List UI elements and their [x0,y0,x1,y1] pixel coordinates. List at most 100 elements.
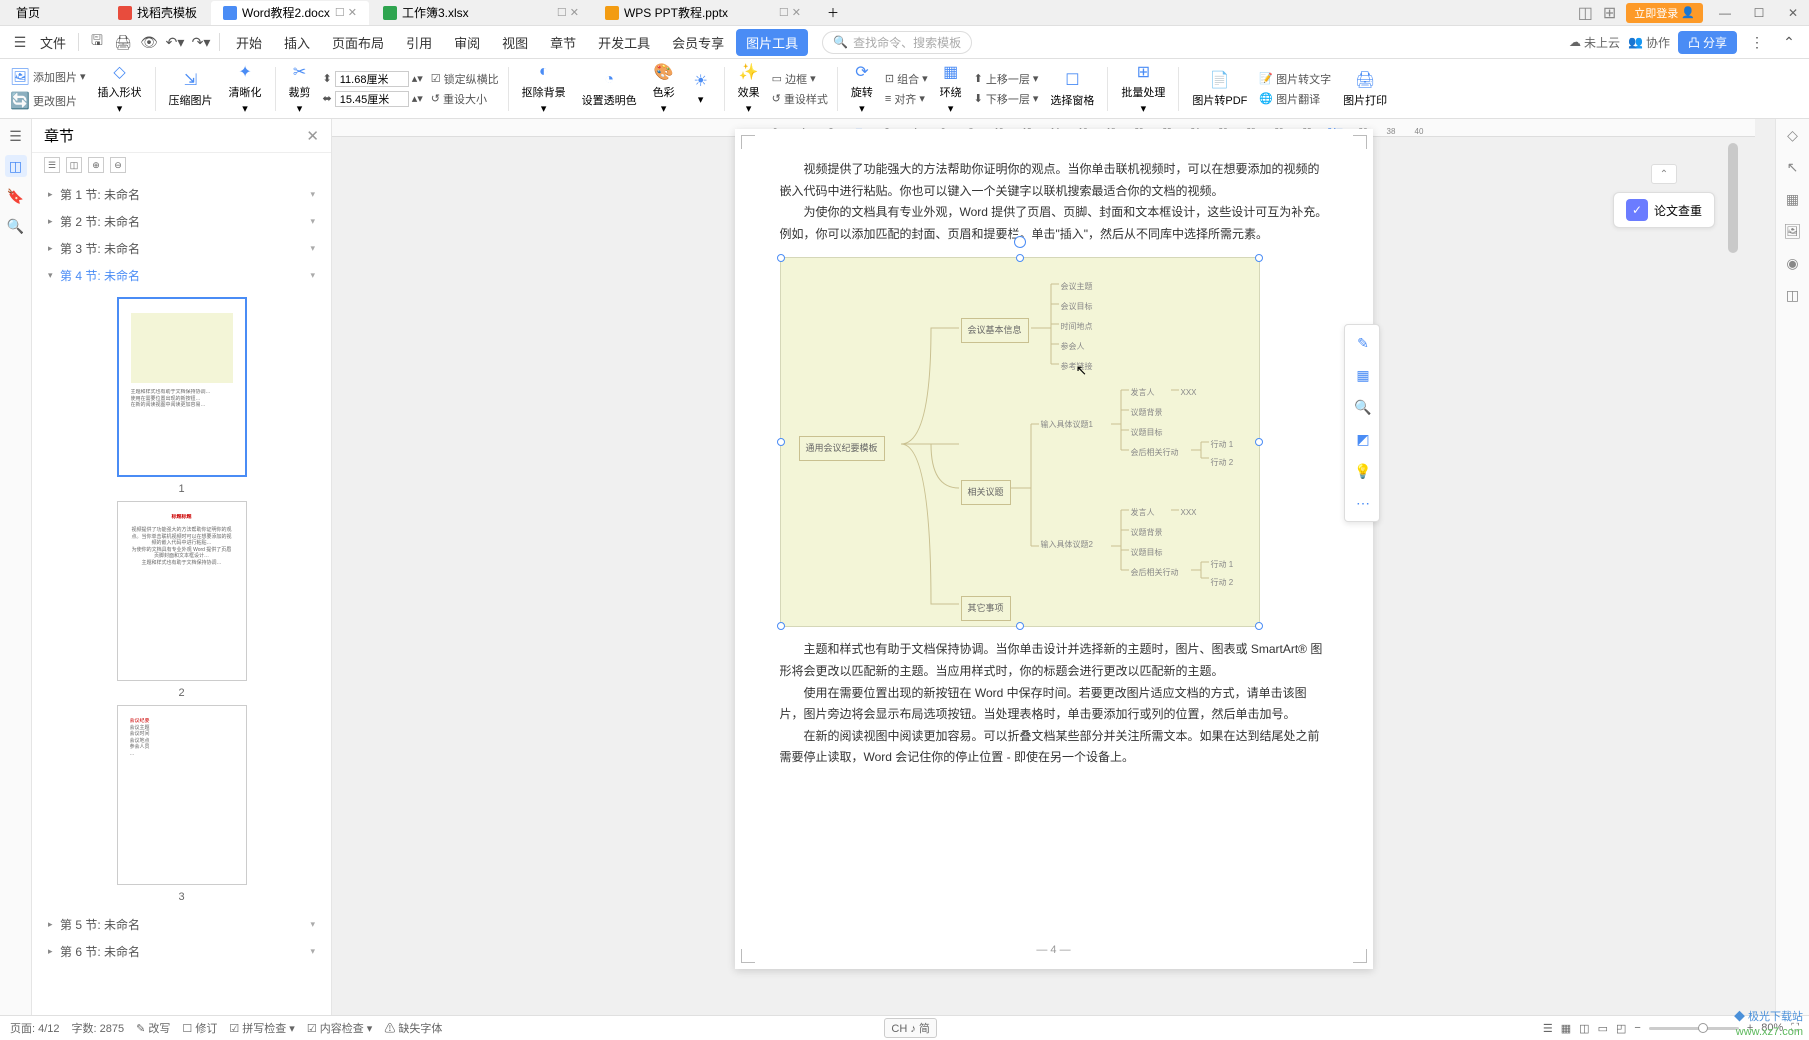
wrap-button[interactable]: ▦环绕▾ [934,60,968,117]
zoom-slider[interactable] [1649,1027,1739,1030]
add-picture-button[interactable]: 🖼添加图片▾ [8,66,88,88]
scroll-thumb[interactable] [1728,143,1738,253]
ime-indicator[interactable]: CH ♪ 简 [884,1018,937,1038]
menu-review[interactable]: 审阅 [444,29,490,56]
chapter-nav-icon[interactable]: ◫ [5,155,27,177]
print-icon[interactable]: 🖨 [111,30,135,54]
cloud-status[interactable]: ☁ 未上云 [1569,34,1620,51]
tab-templates[interactable]: 找稻壳模板 [106,1,209,25]
page-indicator[interactable]: 页面: 4/12 [10,1020,60,1036]
word-count[interactable]: 字数: 2875 [72,1020,125,1036]
crop-button[interactable]: ✂裁剪▾ [283,60,317,117]
more-icon[interactable]: ⋮ [1745,30,1769,54]
height-input[interactable] [335,91,409,107]
tool-1[interactable]: ☰ [44,157,60,173]
change-picture-button[interactable]: 🔄更改图片 [8,90,88,112]
view-mode-2[interactable]: ▦ [1561,1022,1571,1035]
revise-button[interactable]: ✎ 改写 [136,1020,170,1036]
close-button[interactable]: ✕ [1781,3,1805,23]
share-button[interactable]: 凸 分享 [1678,31,1737,54]
tab-word-doc[interactable]: Word教程2.docx☐ ✕ [211,1,369,25]
right-tool-2[interactable]: ↖ [1783,157,1803,177]
resize-handle-se[interactable] [1255,622,1263,630]
apps-icon[interactable]: ⊞ [1603,3,1616,23]
menu-start[interactable]: 开始 [226,29,272,56]
tab-ppt[interactable]: WPS PPT教程.pptx☐ ✕ [593,1,813,25]
resize-handle-ne[interactable] [1255,254,1263,262]
right-tool-4[interactable]: 🖼 [1783,221,1803,241]
minimize-button[interactable]: — [1713,3,1737,23]
zoom-out[interactable]: − [1634,1022,1640,1034]
reset-size-button[interactable]: ↺ 重设大小 [429,90,501,108]
file-menu[interactable]: 文件 [34,29,72,56]
pic-to-text-button[interactable]: 📝 图片转文字 [1257,70,1333,88]
right-tool-1[interactable]: ◇ [1783,125,1803,145]
maximize-button[interactable]: ☐ [1747,3,1771,23]
tab-home[interactable]: 首页 [4,1,104,25]
bookmark-icon[interactable]: 🔖 [5,185,27,207]
tool-3[interactable]: ⊕ [88,157,104,173]
float-crop-icon[interactable]: ◩ [1349,425,1377,453]
tab-new[interactable]: ＋ [815,1,851,25]
collapse-ribbon-icon[interactable]: ⌃ [1777,30,1801,54]
float-zoom-icon[interactable]: 🔍 [1349,393,1377,421]
revision-button[interactable]: ☐ 修订 [182,1020,217,1036]
transparent-button[interactable]: ◔设置透明色 [576,68,643,110]
view-mode-3[interactable]: ◫ [1579,1022,1589,1035]
tool-2[interactable]: ◫ [66,157,82,173]
collab-button[interactable]: 👥 协作 [1628,34,1670,51]
effect-button[interactable]: ✨效果▾ [732,60,766,117]
move-up-button[interactable]: ⬆ 上移一层▾ [972,70,1041,88]
float-idea-icon[interactable]: 💡 [1349,457,1377,485]
zoom-thumb[interactable] [1698,1023,1708,1033]
right-tool-6[interactable]: ◫ [1783,285,1803,305]
close-icon[interactable]: ☐ ✕ [335,6,357,19]
search-nav-icon[interactable]: 🔍 [5,215,27,237]
right-tool-3[interactable]: ▦ [1783,189,1803,209]
width-field[interactable]: ⬍ ▴▾ [321,70,425,88]
rotate-handle[interactable] [1014,236,1026,248]
selection-pane-button[interactable]: ☐选择窗格 [1044,68,1100,110]
group-button[interactable]: ⊡ 组合▾ [883,70,930,88]
lock-ratio-checkbox[interactable]: ☑ 锁定纵横比 [429,70,501,88]
resize-handle-w[interactable] [777,438,785,446]
float-more-icon[interactable]: ⋯ [1349,489,1377,517]
thumbnail-2[interactable]: 标题标题视频提供了功能强大的方法帮助你证明你的观点。当你单击联机视频时可以在想要… [117,501,247,681]
chapter-item-1[interactable]: ▸第 1 节: 未命名▾ [40,181,323,208]
brightness-button[interactable]: ☀▾ [685,69,717,108]
contentcheck-button[interactable]: ☑ 内容检查 ▾ [307,1020,373,1036]
close-icon[interactable]: ☐ ✕ [557,6,579,19]
border-button[interactable]: ▭ 边框▾ [770,70,830,88]
float-edit-icon[interactable]: ✎ [1349,329,1377,357]
resize-handle-n[interactable] [1016,254,1024,262]
tab-excel[interactable]: 工作簿3.xlsx☐ ✕ [371,1,591,25]
pic-print-button[interactable]: 🖨图片打印 [1337,68,1393,110]
save-icon[interactable]: 🖫 [85,30,109,54]
preview-icon[interactable]: 👁 [137,30,161,54]
reset-style-button[interactable]: ↺ 重设样式 [770,90,830,108]
rotate-button[interactable]: ⟳旋转▾ [845,60,879,117]
thumbnail-3[interactable]: 会议纪要会议主题会议时间会议地点参会人员… [117,705,247,885]
chapter-item-3[interactable]: ▸第 3 节: 未命名▾ [40,235,323,262]
collapse-float-icon[interactable]: ⌃ [1651,164,1677,184]
width-input[interactable] [335,71,409,87]
resize-handle-e[interactable] [1255,438,1263,446]
login-button[interactable]: 立即登录 👤 [1626,3,1703,23]
menu-layout[interactable]: 页面布局 [322,29,394,56]
view-mode-4[interactable]: ▭ [1598,1022,1608,1035]
menu-ref[interactable]: 引用 [396,29,442,56]
float-layout-icon[interactable]: ▦ [1349,361,1377,389]
menu-icon[interactable]: ☰ [8,30,32,54]
undo-icon[interactable]: ↶▾ [163,30,187,54]
menu-member[interactable]: 会员专享 [662,29,734,56]
close-panel-icon[interactable]: ✕ [306,127,319,145]
compress-button[interactable]: ⇲压缩图片 [163,68,219,110]
tool-4[interactable]: ⊖ [110,157,126,173]
paper-check-button[interactable]: ✓论文查重 [1613,192,1715,228]
resize-handle-sw[interactable] [777,622,785,630]
right-tool-5[interactable]: ◉ [1783,253,1803,273]
chapter-item-6[interactable]: ▸第 6 节: 未命名▾ [40,938,323,965]
selected-mindmap-image[interactable]: 通用会议纪要模板 会议基本信息 相关议题 其它事项 会议主题 会议目标 时间地点… [780,257,1260,627]
batch-button[interactable]: ⊞批量处理▾ [1115,60,1171,117]
menu-chapter[interactable]: 章节 [540,29,586,56]
